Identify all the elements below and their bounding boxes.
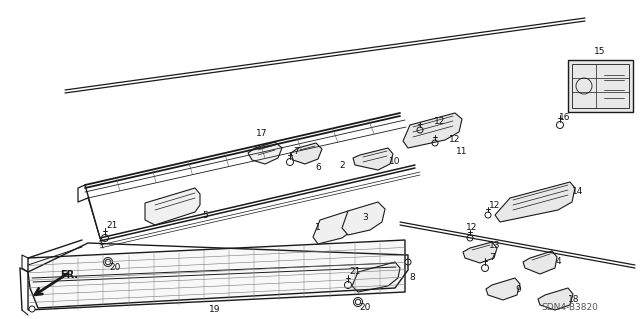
Text: 2: 2	[339, 160, 345, 169]
Text: 10: 10	[389, 158, 401, 167]
Text: 13: 13	[489, 241, 500, 249]
Text: 14: 14	[572, 188, 584, 197]
Polygon shape	[568, 60, 633, 112]
Polygon shape	[313, 211, 353, 244]
Text: 20: 20	[359, 303, 371, 313]
Text: 20: 20	[109, 263, 121, 272]
Polygon shape	[523, 251, 557, 274]
Text: 19: 19	[209, 306, 221, 315]
Text: 7: 7	[293, 147, 299, 157]
Circle shape	[29, 306, 35, 312]
Polygon shape	[352, 262, 400, 292]
Polygon shape	[342, 202, 385, 235]
Text: 15: 15	[595, 48, 605, 56]
Text: 17: 17	[256, 130, 268, 138]
Text: 5: 5	[202, 211, 208, 219]
Text: 12: 12	[435, 117, 445, 127]
Text: 7: 7	[489, 254, 495, 263]
Polygon shape	[463, 242, 497, 263]
Text: 11: 11	[456, 147, 468, 157]
Polygon shape	[495, 182, 575, 222]
Text: 12: 12	[449, 136, 461, 145]
Polygon shape	[403, 113, 462, 148]
Text: FR.: FR.	[60, 270, 78, 280]
Text: 6: 6	[315, 164, 321, 173]
Text: 18: 18	[568, 295, 580, 305]
Text: 9: 9	[515, 286, 521, 294]
Text: 16: 16	[559, 114, 571, 122]
Text: 1: 1	[315, 224, 321, 233]
Polygon shape	[486, 278, 520, 300]
Text: 12: 12	[490, 201, 500, 210]
Polygon shape	[145, 188, 200, 225]
Circle shape	[405, 259, 411, 265]
Text: 4: 4	[555, 257, 561, 266]
Polygon shape	[248, 142, 282, 164]
Text: SDN4-B3820: SDN4-B3820	[541, 303, 598, 313]
Text: 21: 21	[106, 220, 118, 229]
Text: 8: 8	[409, 273, 415, 283]
Text: 12: 12	[467, 224, 477, 233]
Polygon shape	[28, 240, 405, 310]
Polygon shape	[353, 148, 393, 170]
Text: 21: 21	[349, 268, 361, 277]
Text: 3: 3	[362, 213, 368, 222]
Polygon shape	[291, 143, 322, 164]
Polygon shape	[538, 288, 573, 310]
